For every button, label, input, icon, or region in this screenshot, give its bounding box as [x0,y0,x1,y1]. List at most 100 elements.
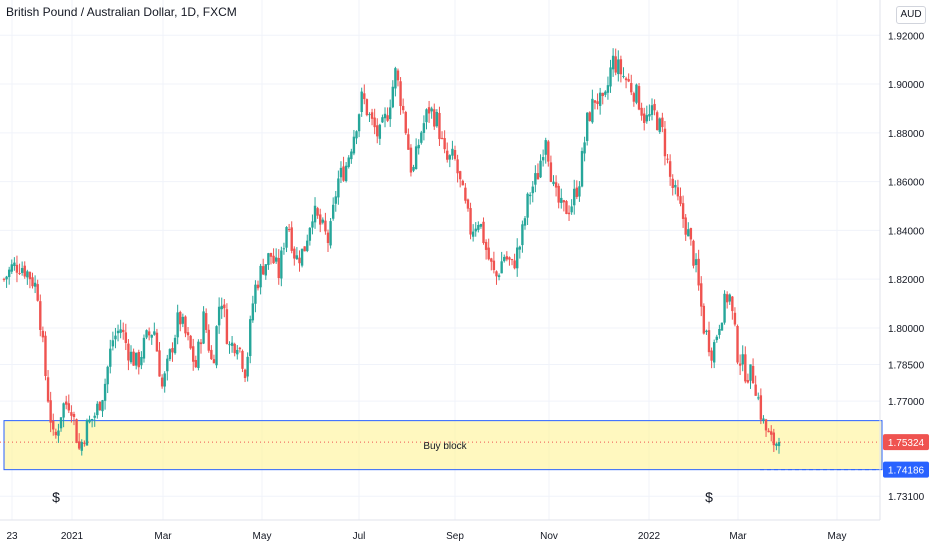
candle [176,304,179,345]
candle [212,354,216,364]
candle [251,295,255,323]
candle [632,91,636,107]
candle [738,354,742,375]
candle [329,218,332,249]
candle [39,294,42,337]
candle [611,48,615,77]
y-tick-label: 1.80000 [888,324,925,335]
candle [422,115,426,141]
candle [326,229,330,252]
candle [70,405,73,423]
candle [578,181,581,202]
candle [33,275,37,294]
y-axis[interactable]: 1.92000 1.90000 1.88000 1.86000 1.84000 1.820… [888,31,925,503]
candle [57,423,60,443]
candle [490,257,493,271]
candle [562,199,566,212]
candle [666,153,669,164]
candle [319,208,322,233]
candle [137,349,140,375]
candle [150,334,153,345]
candle [451,140,454,160]
candle [635,83,638,105]
candle [733,307,737,327]
candle [386,107,389,123]
candle [617,50,620,82]
candle [575,180,579,200]
candle [663,120,667,166]
candle [399,77,402,115]
candle [593,100,597,110]
candle [484,239,488,260]
candle [259,263,262,295]
candle [192,338,195,371]
currency-badge[interactable]: AUD [896,6,926,24]
candle [236,345,239,360]
candle [106,365,109,394]
candle [757,392,760,401]
candle [85,418,89,446]
candle [274,248,278,264]
candle [401,98,405,114]
candle [363,84,366,105]
candle [541,149,545,167]
candle [725,291,729,309]
candle [207,324,210,353]
candle [560,188,563,209]
candle [536,163,540,180]
candle [700,276,703,317]
candle [52,413,55,436]
candle [694,253,698,273]
candle [606,76,610,100]
candle [622,67,625,79]
candle [521,220,524,253]
candle [145,329,148,340]
candle [655,110,659,131]
candle [109,339,112,374]
candle [458,170,462,188]
candle [267,252,270,270]
candle [2,277,6,282]
candle [510,258,514,266]
candle [557,183,560,209]
candle [391,80,394,109]
candle [464,183,467,204]
candle [186,327,190,341]
candle [713,339,716,369]
candle [723,290,726,325]
x-tick-label: 2021 [61,531,84,542]
candle [101,399,104,418]
candle [531,181,534,203]
candle [295,247,299,260]
candle [658,117,661,134]
candle [746,373,750,384]
candle [479,223,483,229]
candle [466,198,470,212]
candle [456,154,459,183]
candle [567,205,571,221]
candle [614,48,617,76]
candle [313,197,317,229]
candle [62,402,65,428]
candle [324,212,327,235]
candle [116,324,120,342]
chart-title: British Pound / Australian Dollar, 1D, F… [6,5,237,19]
candle [370,108,374,126]
buy-block-zone[interactable] [3,420,883,471]
x-axis[interactable]: 23 2021 Mar May Jul Sep Nov 2022 Mar May [6,531,846,542]
candle [513,253,516,270]
candle [707,321,711,357]
candle [539,154,542,179]
candle [18,263,21,276]
y-tick-label: 1.73100 [888,492,925,503]
candle [355,130,358,145]
candle [189,334,192,350]
candle [54,428,58,439]
candle [147,327,151,341]
candle [433,103,436,130]
candle [461,179,464,186]
candle [368,112,371,123]
candle [142,334,146,363]
candle [306,234,309,253]
